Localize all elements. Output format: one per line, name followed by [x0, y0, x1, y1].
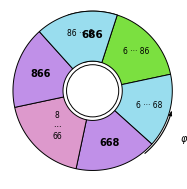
Circle shape: [67, 65, 119, 117]
Text: 686: 686: [82, 30, 104, 40]
Text: 86 ··· 6: 86 ··· 6: [67, 29, 94, 38]
Polygon shape: [13, 32, 73, 107]
Polygon shape: [76, 111, 152, 170]
Text: 866: 866: [30, 69, 51, 79]
Polygon shape: [39, 11, 117, 69]
Text: 8
⋯
66: 8 ⋯ 66: [52, 111, 62, 141]
Polygon shape: [68, 11, 117, 63]
Text: 6 ··· 68: 6 ··· 68: [136, 101, 162, 110]
Polygon shape: [102, 15, 171, 85]
Text: 668: 668: [99, 138, 120, 148]
Text: 6 ··· 86: 6 ··· 86: [123, 47, 149, 56]
Polygon shape: [15, 97, 86, 169]
Polygon shape: [115, 74, 172, 144]
Text: φ: φ: [180, 134, 187, 144]
